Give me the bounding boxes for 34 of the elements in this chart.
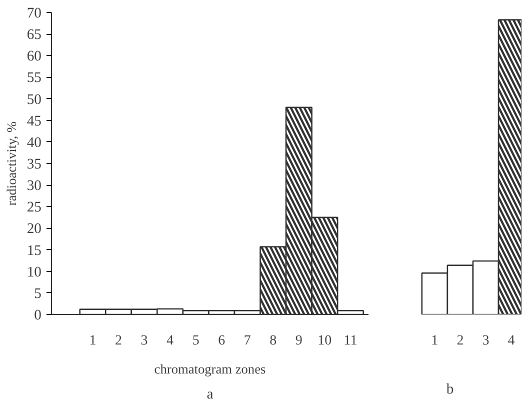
x-tick-label: 2	[115, 334, 122, 348]
text: b	[446, 382, 454, 398]
x-tick-label: 3	[140, 334, 148, 348]
y-tick-label: 35	[26, 156, 42, 172]
x-tick-label: 11	[344, 334, 358, 348]
y-tick-label: 10	[26, 264, 42, 280]
x-tick-label: 5	[192, 334, 200, 348]
text: a	[206, 386, 214, 402]
y-tick-label: 60	[26, 48, 42, 65]
x-tick-label: 2	[456, 334, 464, 348]
x-tick-label: 7	[244, 334, 251, 348]
y-tick-label: 15	[26, 242, 42, 259]
y-tick-label: 70	[26, 6, 42, 22]
y-tick-label: 30	[26, 178, 42, 194]
x-tick-label: 4	[508, 334, 515, 348]
x-tick-label: 6	[218, 334, 226, 348]
y-tick-label: 55	[26, 70, 42, 86]
x-tick-label: 1	[89, 334, 96, 348]
y-tick-label: 45	[26, 113, 42, 130]
x-axis-title: chromatogram zones	[154, 362, 266, 376]
y-tick-label: 0	[34, 308, 42, 324]
y-tick-label: 20	[26, 221, 42, 238]
y-tick-label: 25	[26, 200, 42, 216]
y-tick-label: 50	[26, 92, 42, 108]
y-tick-label: 40	[26, 134, 42, 151]
y-tick-label: 5	[34, 286, 42, 302]
x-tick-label: 1	[431, 334, 438, 348]
x-tick-label: 3	[482, 334, 490, 348]
y-axis-title: radioactivity, %	[4, 121, 19, 206]
x-tick-label: 10	[318, 334, 332, 348]
x-tick-label: 9	[295, 334, 302, 348]
x-tick-label: 4	[166, 334, 174, 348]
y-tick-label: 65	[26, 27, 42, 44]
x-tick-label: 8	[270, 334, 277, 348]
